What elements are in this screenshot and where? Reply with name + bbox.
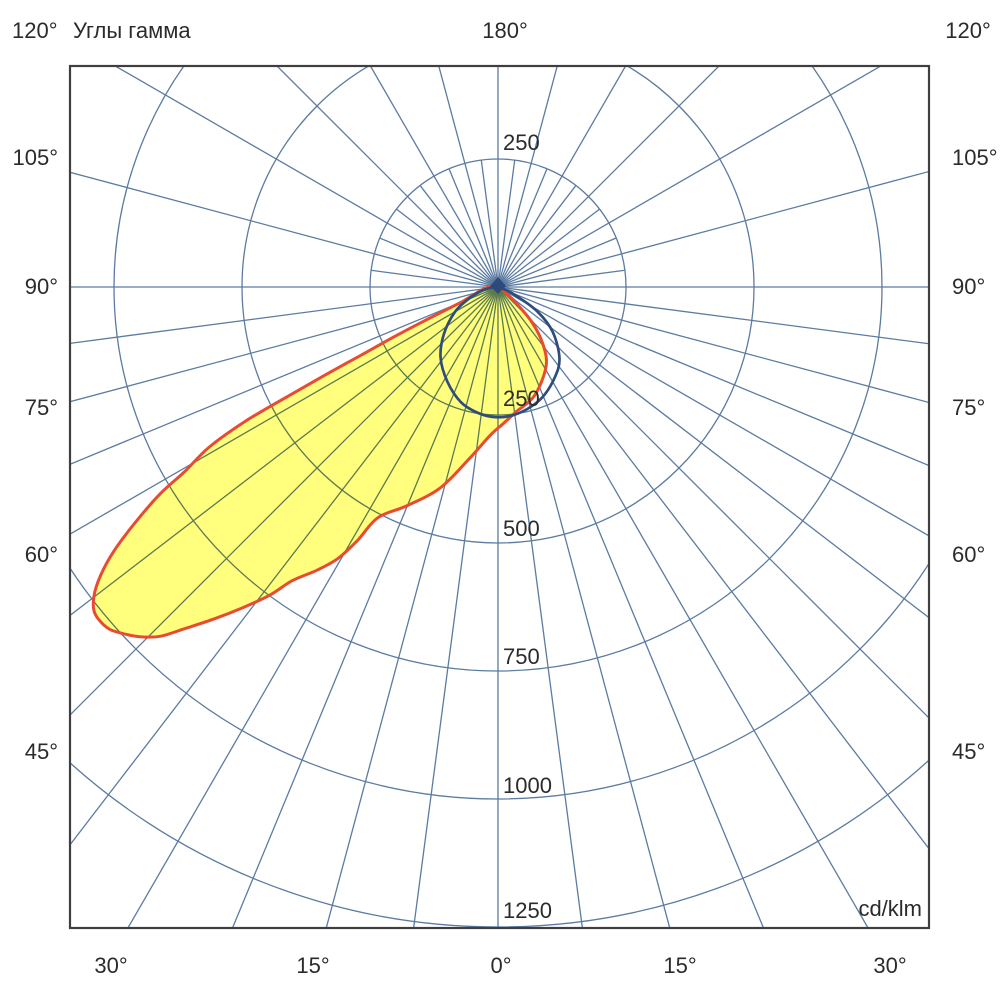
grid-ray-major <box>497 286 869 928</box>
grid-ray-major <box>276 66 499 288</box>
chart-title: Углы гамма <box>73 18 191 43</box>
radial-tick-250: 250 <box>503 386 540 411</box>
grid-ray-minor <box>70 286 499 465</box>
grid-ray-minor-short <box>419 185 499 288</box>
grid-ray-minor <box>497 286 929 619</box>
gamma-label-right-45: 45° <box>952 739 986 764</box>
grid-ray-major <box>325 286 499 928</box>
gamma-label-180-top-center: 180° <box>482 18 528 43</box>
grid-ray-minor-short <box>497 168 548 288</box>
grid-ray-major <box>497 286 929 404</box>
grid-ray-major <box>438 66 499 288</box>
grid-ray-minor-short <box>497 237 617 288</box>
grid-ray-major <box>70 286 499 403</box>
grid-ray-minor <box>497 286 584 928</box>
grid-ray-minor <box>497 286 929 345</box>
beam-lobe-outline <box>91 285 548 639</box>
gamma-label-right-75: 75° <box>952 395 986 420</box>
grid-ray-major <box>497 66 720 288</box>
grid-ray-major <box>369 66 499 288</box>
grid-ray-minor <box>497 286 929 467</box>
grid-ray-major <box>497 66 627 288</box>
grid-ray-minor-short <box>497 185 577 288</box>
beam-lobe-fill <box>93 286 547 638</box>
plot-frame <box>68 64 931 930</box>
radial-tick-1000: 1000 <box>503 773 552 798</box>
radial-tick-500: 500 <box>503 516 540 541</box>
gamma-label-left-45: 45° <box>24 739 58 764</box>
gamma-label-left-105: 105° <box>12 145 58 170</box>
grid-ray-minor-short <box>448 168 499 288</box>
gamma-label-bottom-15-left: 15° <box>296 953 330 978</box>
grid-ray-major <box>497 286 671 928</box>
grid-ray-minor <box>497 286 929 850</box>
transverse-curve <box>439 285 561 419</box>
gamma-label-left-75: 75° <box>24 395 58 420</box>
grid-ray-minor-short <box>379 237 499 288</box>
grid-ray-major <box>497 66 558 288</box>
gamma-label-bottom-30-left: 30° <box>94 953 128 978</box>
gamma-label-bottom-0: 0° <box>490 953 512 978</box>
gamma-label-left-60: 60° <box>24 542 58 567</box>
gamma-label-left-90: 90° <box>24 274 58 299</box>
grid-ray-major <box>497 286 929 537</box>
grid-ray-minor <box>70 286 499 345</box>
gamma-label-bottom-15-right: 15° <box>663 953 697 978</box>
gamma-label-120-top-left: 120° <box>12 18 58 43</box>
gamma-label-bottom-30-right: 30° <box>873 953 907 978</box>
grid-ray-major <box>497 286 929 719</box>
grid-ray-minor <box>497 286 765 928</box>
unit-label: cd/klm <box>858 896 922 921</box>
grid-ray-major <box>113 66 499 288</box>
grid-ray-minor-short <box>480 160 499 288</box>
radial-tick-250-upper: 250 <box>503 130 540 155</box>
radial-tick-750: 750 <box>503 644 540 669</box>
gamma-label-120-top-right: 120° <box>945 18 991 43</box>
gamma-label-right-60: 60° <box>952 542 986 567</box>
grid-ray-major <box>70 171 499 288</box>
grid-circle-1250 <box>70 758 929 928</box>
grid-ray-major <box>497 66 883 288</box>
grid-ray-major <box>497 170 929 288</box>
grid-ray-minor-short <box>497 269 625 288</box>
pole-marker <box>490 277 506 294</box>
grid-ray-minor <box>412 286 499 928</box>
grid-ray-minor-short <box>497 208 600 288</box>
grid-ray-minor-short <box>396 208 499 288</box>
radial-tick-1250: 1250 <box>503 898 552 923</box>
grid-ray-minor-short <box>371 269 499 288</box>
gamma-label-right-105: 105° <box>952 145 998 170</box>
gamma-label-right-90: 90° <box>952 274 986 299</box>
grid-ray-minor-short <box>497 160 516 288</box>
